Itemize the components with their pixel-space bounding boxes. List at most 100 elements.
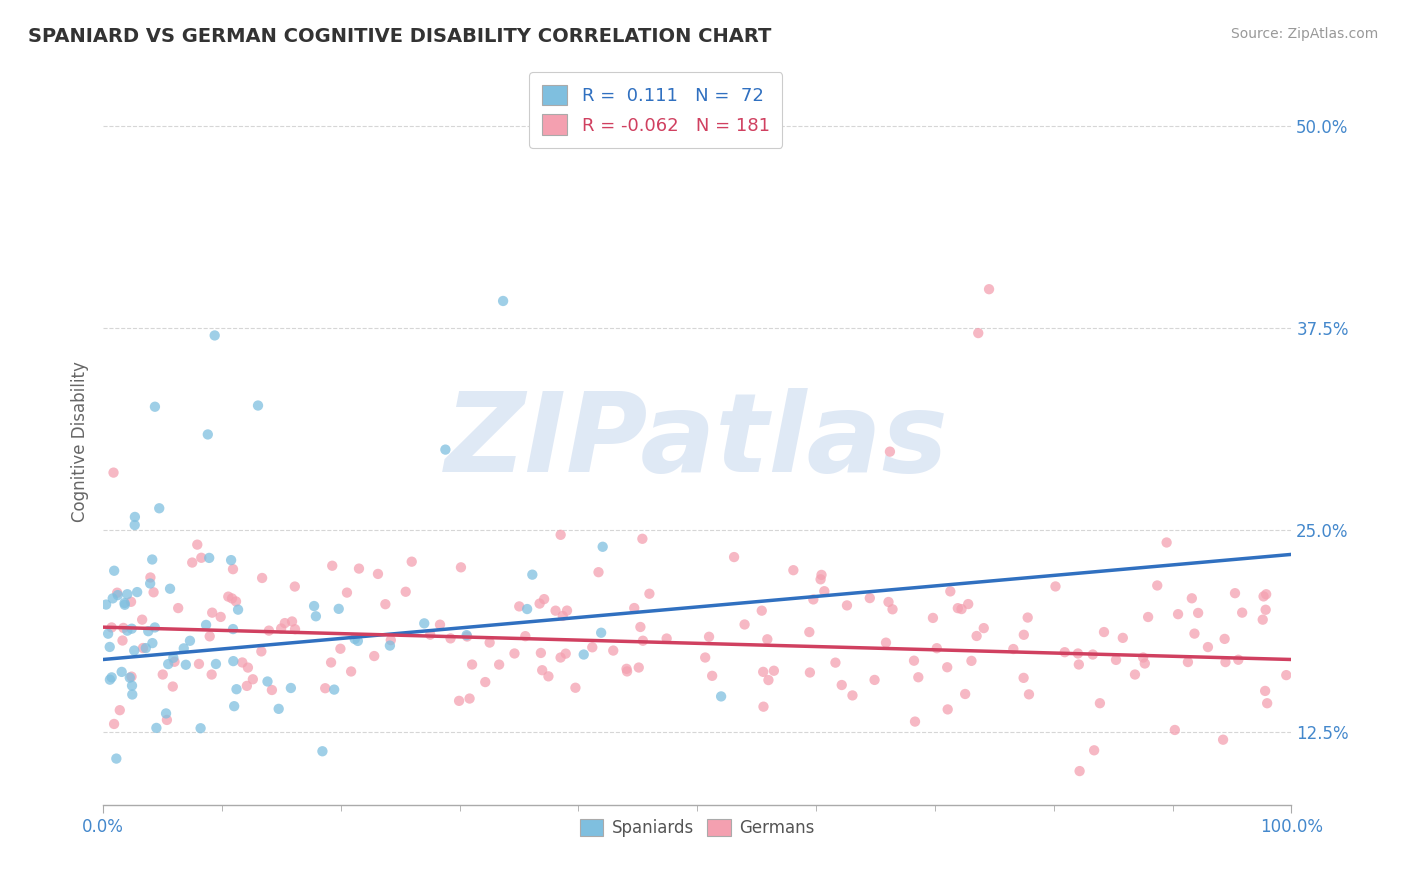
Point: [114, 598, 136, 612]
Point: [702, 669, 724, 683]
Point: [374, 597, 396, 611]
Point: [378, 639, 401, 653]
Point: [824, 656, 846, 670]
Text: ZIPatlas: ZIPatlas: [446, 388, 949, 495]
Point: [875, 635, 897, 649]
Point: [588, 565, 610, 579]
Point: [231, 656, 253, 670]
Point: [94, 598, 117, 612]
Point: [108, 703, 131, 717]
Point: [121, 688, 143, 702]
Point: [439, 632, 461, 646]
Point: [284, 622, 307, 636]
Point: [1251, 613, 1274, 627]
Point: [236, 679, 259, 693]
Point: [186, 538, 208, 552]
Point: [204, 328, 226, 343]
Point: [132, 640, 155, 655]
Point: [835, 599, 858, 613]
Point: [195, 618, 218, 632]
Point: [572, 648, 595, 662]
Point: [810, 572, 832, 586]
Point: [810, 568, 832, 582]
Point: [181, 556, 204, 570]
Point: [550, 650, 572, 665]
Point: [734, 617, 756, 632]
Point: [100, 670, 122, 684]
Point: [141, 636, 163, 650]
Point: [801, 592, 824, 607]
Point: [551, 608, 574, 623]
Point: [592, 540, 614, 554]
Point: [413, 616, 436, 631]
Point: [284, 580, 307, 594]
Point: [236, 660, 259, 674]
Point: [100, 620, 122, 634]
Point: [628, 620, 651, 634]
Point: [591, 625, 613, 640]
Point: [1092, 625, 1115, 640]
Point: [616, 662, 638, 676]
Point: [314, 681, 336, 696]
Point: [188, 657, 211, 671]
Point: [222, 654, 245, 668]
Text: Source: ZipAtlas.com: Source: ZipAtlas.com: [1230, 27, 1378, 41]
Point: [449, 694, 471, 708]
Point: [1164, 723, 1187, 737]
Point: [111, 633, 134, 648]
Point: [221, 591, 243, 606]
Point: [97, 626, 120, 640]
Point: [434, 442, 457, 457]
Point: [226, 602, 249, 616]
Point: [1177, 655, 1199, 669]
Point: [98, 673, 121, 687]
Point: [401, 555, 423, 569]
Point: [1275, 668, 1298, 682]
Point: [1069, 764, 1091, 778]
Point: [492, 293, 515, 308]
Point: [903, 654, 925, 668]
Point: [1132, 650, 1154, 665]
Point: [925, 641, 948, 656]
Point: [1254, 603, 1277, 617]
Point: [367, 566, 389, 581]
Point: [167, 601, 190, 615]
Point: [311, 744, 333, 758]
Point: [250, 571, 273, 585]
Point: [950, 602, 973, 616]
Point: [319, 656, 342, 670]
Point: [363, 648, 385, 663]
Point: [162, 650, 184, 665]
Point: [1256, 696, 1278, 710]
Point: [530, 646, 553, 660]
Point: [152, 667, 174, 681]
Point: [1053, 645, 1076, 659]
Point: [124, 510, 146, 524]
Point: [122, 643, 145, 657]
Point: [217, 590, 239, 604]
Point: [114, 596, 136, 610]
Point: [343, 632, 366, 646]
Point: [953, 687, 976, 701]
Point: [503, 647, 526, 661]
Point: [554, 647, 576, 661]
Point: [190, 721, 212, 735]
Point: [456, 630, 478, 644]
Point: [957, 597, 980, 611]
Point: [280, 681, 302, 695]
Point: [752, 699, 775, 714]
Point: [478, 635, 501, 649]
Point: [515, 629, 537, 643]
Point: [752, 665, 775, 679]
Point: [190, 550, 212, 565]
Point: [936, 702, 959, 716]
Point: [1223, 586, 1246, 600]
Point: [531, 663, 554, 677]
Point: [1045, 579, 1067, 593]
Point: [1254, 684, 1277, 698]
Point: [973, 621, 995, 635]
Point: [602, 643, 624, 657]
Point: [198, 629, 221, 643]
Point: [159, 582, 181, 596]
Point: [1123, 667, 1146, 681]
